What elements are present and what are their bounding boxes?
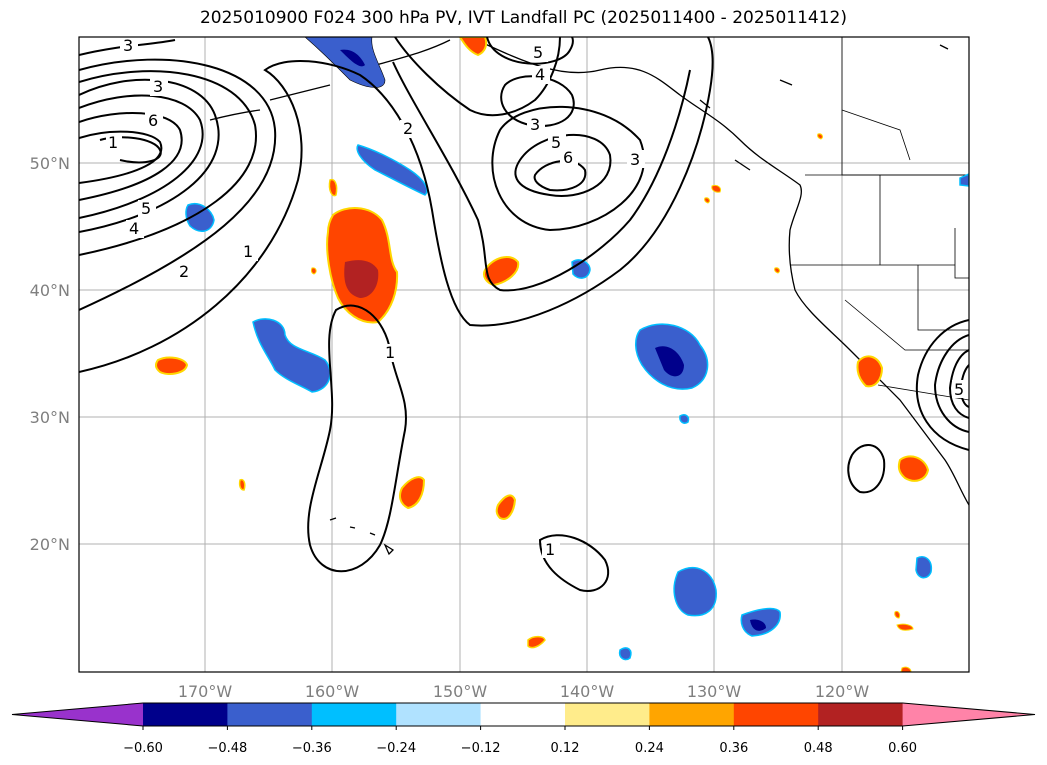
- colorbar-tick-label: 0.48: [804, 741, 833, 756]
- lon-label: 150°W: [433, 682, 488, 701]
- contour-label: 5: [141, 199, 151, 218]
- colorbar-tick-label: 0.36: [719, 741, 748, 756]
- colorbar-tick-label: 0.24: [635, 741, 664, 756]
- coastline: [209, 37, 969, 556]
- lat-label: 50°N: [30, 154, 70, 173]
- lon-label: 130°W: [687, 682, 742, 701]
- contour-label: 3: [153, 77, 163, 96]
- contour-label: 1: [243, 242, 253, 261]
- colorbar-tick-label: −0.36: [292, 741, 332, 756]
- colorbar-segment: [311, 703, 397, 726]
- latitude-labels: 50°N 40°N 30°N 20°N: [30, 154, 70, 554]
- contour-label: 5: [954, 380, 964, 399]
- colorbar-tick-label: 0.60: [888, 741, 917, 756]
- contour-label: 6: [148, 111, 158, 130]
- longitude-labels: 170°W 160°W 150°W 140°W 130°W 120°W: [178, 682, 870, 701]
- contour-labels: 3 3 6 5 4 2 1 2 1 5 4 3 5 6: [106, 36, 968, 559]
- colorbar-tick-label: 0.12: [551, 741, 580, 756]
- colorbar-segment: [227, 703, 313, 726]
- map-title: 2025010900 F024 300 hPa PV, IVT Landfall…: [199, 8, 847, 28]
- colorbar-segment: [733, 703, 819, 726]
- colorbar-tick-label: −0.60: [123, 741, 163, 756]
- contour-label: 5: [533, 43, 543, 62]
- colorbar-segment: [143, 703, 228, 726]
- lat-label: 30°N: [30, 408, 70, 427]
- colorbar-segment: [818, 703, 904, 726]
- colorbar-extend-high: [902, 703, 1035, 726]
- contour-label: 5: [551, 133, 561, 152]
- contour-label: 2: [403, 119, 413, 138]
- political-boundaries: [790, 37, 969, 401]
- colorbar-segment: [565, 703, 650, 726]
- lat-label: 40°N: [30, 281, 70, 300]
- contour-label: 6: [563, 148, 573, 167]
- pc-negative-shading: [185, 37, 969, 661]
- lon-label: 170°W: [178, 682, 233, 701]
- graticule: [79, 37, 969, 672]
- colorbar-tick-label: −0.48: [207, 741, 247, 756]
- colorbar: −0.60 −0.48 −0.36 −0.24 −0.12 0.12 0.24 0.36 0.4…: [11, 702, 1036, 756]
- contour-label: 3: [630, 150, 640, 169]
- pc-positive-shading: [154, 37, 930, 672]
- lon-label: 160°W: [305, 682, 360, 701]
- colorbar-tick-label: −0.12: [461, 741, 501, 756]
- contour-label: 4: [535, 65, 545, 84]
- lat-label: 20°N: [30, 535, 70, 554]
- contour-label: 1: [545, 540, 555, 559]
- colorbar-segment: [649, 703, 735, 726]
- contour-label: 2: [179, 262, 189, 281]
- contour-label: 1: [385, 343, 395, 362]
- colorbar-extend-low: [12, 703, 143, 726]
- contour-label: 1: [108, 133, 118, 152]
- lon-label: 140°W: [560, 682, 615, 701]
- map-panel: [79, 37, 969, 672]
- map-border: [78, 36, 970, 673]
- colorbar-segment: [396, 703, 482, 726]
- lon-label: 120°W: [815, 682, 870, 701]
- contour-label: 3: [123, 36, 133, 55]
- contour-label: 3: [530, 115, 540, 134]
- colorbar-tick-label: −0.24: [376, 741, 416, 756]
- contour-label: 4: [129, 219, 139, 238]
- colorbar-segment: [480, 703, 566, 726]
